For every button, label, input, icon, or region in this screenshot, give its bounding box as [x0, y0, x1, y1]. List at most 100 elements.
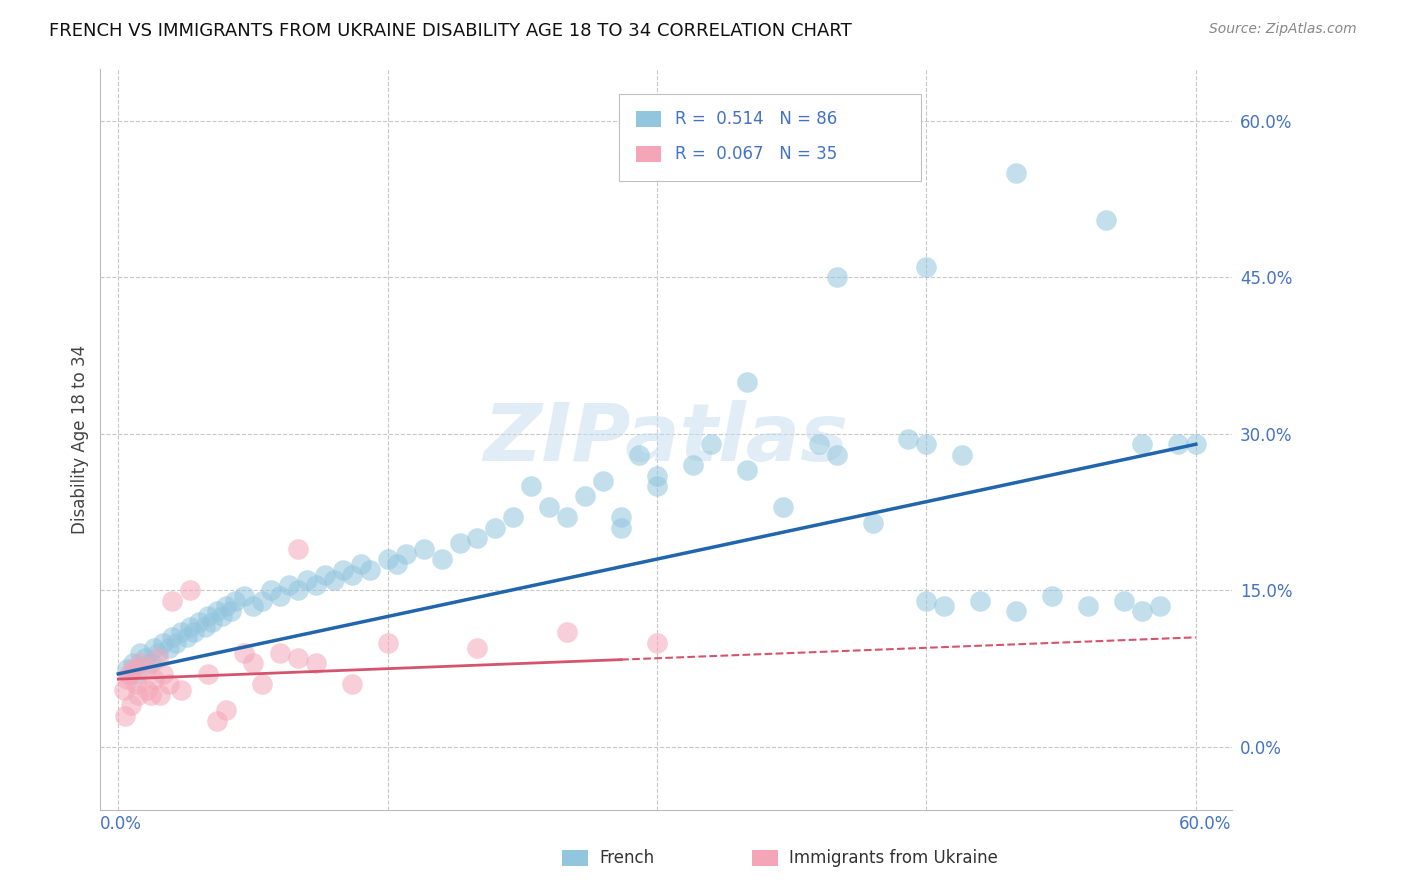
- Point: [1005, 604, 1028, 618]
- Point: [201, 615, 224, 629]
- Point: [295, 573, 318, 587]
- Point: [592, 474, 614, 488]
- Point: [205, 604, 228, 618]
- Text: Source: ZipAtlas.com: Source: ZipAtlas.com: [1209, 22, 1357, 37]
- Point: [152, 666, 174, 681]
- Point: [197, 666, 219, 681]
- Point: [287, 541, 309, 556]
- Point: [484, 521, 506, 535]
- Point: [395, 547, 418, 561]
- Point: [146, 651, 169, 665]
- Point: [128, 657, 150, 671]
- Point: [950, 448, 973, 462]
- Point: [682, 458, 704, 472]
- Point: [152, 635, 174, 649]
- Point: [157, 677, 180, 691]
- Point: [735, 463, 758, 477]
- Point: [269, 646, 291, 660]
- Point: [1130, 604, 1153, 618]
- Point: [179, 620, 201, 634]
- Point: [139, 688, 162, 702]
- Point: [1040, 589, 1063, 603]
- Point: [242, 599, 264, 613]
- Point: [359, 562, 381, 576]
- Point: [430, 552, 453, 566]
- Point: [502, 510, 524, 524]
- Text: ZIPatlas: ZIPatlas: [484, 400, 849, 478]
- Text: French: French: [599, 849, 654, 867]
- Point: [305, 578, 328, 592]
- Point: [197, 609, 219, 624]
- Point: [645, 635, 668, 649]
- Point: [1185, 437, 1208, 451]
- Point: [1077, 599, 1099, 613]
- Point: [215, 703, 238, 717]
- Point: [157, 640, 180, 655]
- Point: [449, 536, 471, 550]
- Point: [520, 479, 543, 493]
- Point: [260, 583, 283, 598]
- Point: [377, 635, 399, 649]
- Point: [825, 448, 848, 462]
- Point: [555, 625, 578, 640]
- Point: [574, 490, 596, 504]
- Point: [125, 666, 148, 681]
- Point: [467, 640, 489, 655]
- Point: [149, 688, 172, 702]
- Point: [121, 662, 143, 676]
- Point: [136, 682, 159, 697]
- Point: [269, 589, 291, 603]
- Point: [1130, 437, 1153, 451]
- Point: [610, 510, 633, 524]
- Point: [183, 625, 205, 640]
- Point: [139, 657, 162, 671]
- Point: [1095, 212, 1118, 227]
- Point: [134, 662, 156, 676]
- Point: [188, 615, 211, 629]
- Point: [193, 620, 215, 634]
- Point: [807, 437, 830, 451]
- Point: [143, 640, 166, 655]
- Point: [412, 541, 434, 556]
- Point: [772, 500, 794, 514]
- Point: [1149, 599, 1171, 613]
- Point: [179, 583, 201, 598]
- Point: [735, 375, 758, 389]
- Point: [165, 635, 187, 649]
- Point: [1112, 594, 1135, 608]
- Point: [897, 432, 920, 446]
- Point: [305, 657, 328, 671]
- Point: [1167, 437, 1189, 451]
- Point: [211, 609, 233, 624]
- Text: R =  0.067   N = 35: R = 0.067 N = 35: [675, 145, 837, 163]
- Point: [377, 552, 399, 566]
- Point: [143, 672, 166, 686]
- Point: [628, 448, 651, 462]
- Point: [467, 531, 489, 545]
- Point: [350, 558, 373, 572]
- Point: [277, 578, 299, 592]
- Point: [120, 698, 142, 713]
- Point: [160, 594, 183, 608]
- Point: [221, 604, 243, 618]
- Text: 60.0%: 60.0%: [1180, 814, 1232, 833]
- Point: [224, 594, 246, 608]
- Point: [314, 567, 336, 582]
- Point: [233, 589, 256, 603]
- Point: [340, 677, 363, 691]
- Point: [176, 631, 198, 645]
- Text: Immigrants from Ukraine: Immigrants from Ukraine: [789, 849, 998, 867]
- Point: [242, 657, 264, 671]
- Point: [825, 270, 848, 285]
- Point: [969, 594, 991, 608]
- Point: [915, 437, 938, 451]
- Point: [332, 562, 354, 576]
- Point: [146, 646, 169, 660]
- Point: [915, 594, 938, 608]
- Point: [127, 688, 149, 702]
- Point: [128, 646, 150, 660]
- Point: [160, 631, 183, 645]
- Point: [610, 521, 633, 535]
- Point: [645, 468, 668, 483]
- Point: [117, 662, 139, 676]
